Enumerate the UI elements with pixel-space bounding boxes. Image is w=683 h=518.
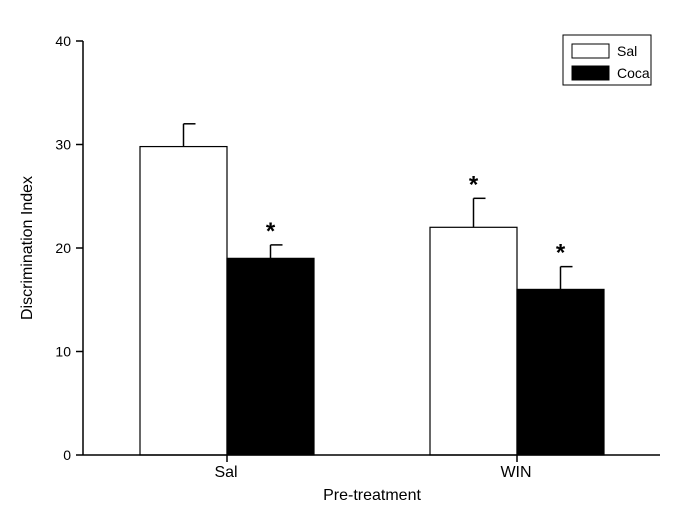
significance-marker-sal-win: * xyxy=(469,171,479,198)
y-tick-label-20: 20 xyxy=(55,240,71,256)
significance-marker-coca-win: * xyxy=(556,240,566,267)
y-tick-label-40: 40 xyxy=(55,33,71,49)
y-axis-title: Discrimination Index xyxy=(19,176,36,320)
y-tick-label-10: 10 xyxy=(55,344,71,360)
bar-sal-win xyxy=(429,226,518,456)
x-axis-title: Pre-treatment xyxy=(323,487,421,504)
y-tick-label-0: 0 xyxy=(63,447,71,463)
legend: Sal Coca xyxy=(562,34,652,86)
significance-marker-coca-sal: * xyxy=(266,218,276,245)
bar-sal-sal xyxy=(139,145,228,456)
legend-label-coca: Coca xyxy=(617,65,650,81)
x-category-label-sal: Sal xyxy=(214,464,237,481)
x-category-label-win: WIN xyxy=(500,464,531,481)
plot-area: * * * xyxy=(139,123,605,456)
legend-swatch-coca xyxy=(571,65,610,81)
bar-coca-sal xyxy=(226,257,315,456)
legend-label-sal: Sal xyxy=(617,43,637,59)
axes: 0 10 20 30 40 xyxy=(55,33,660,463)
bar-coca-win xyxy=(516,288,605,456)
legend-swatch-sal xyxy=(571,43,610,59)
y-tick-label-30: 30 xyxy=(55,137,71,153)
